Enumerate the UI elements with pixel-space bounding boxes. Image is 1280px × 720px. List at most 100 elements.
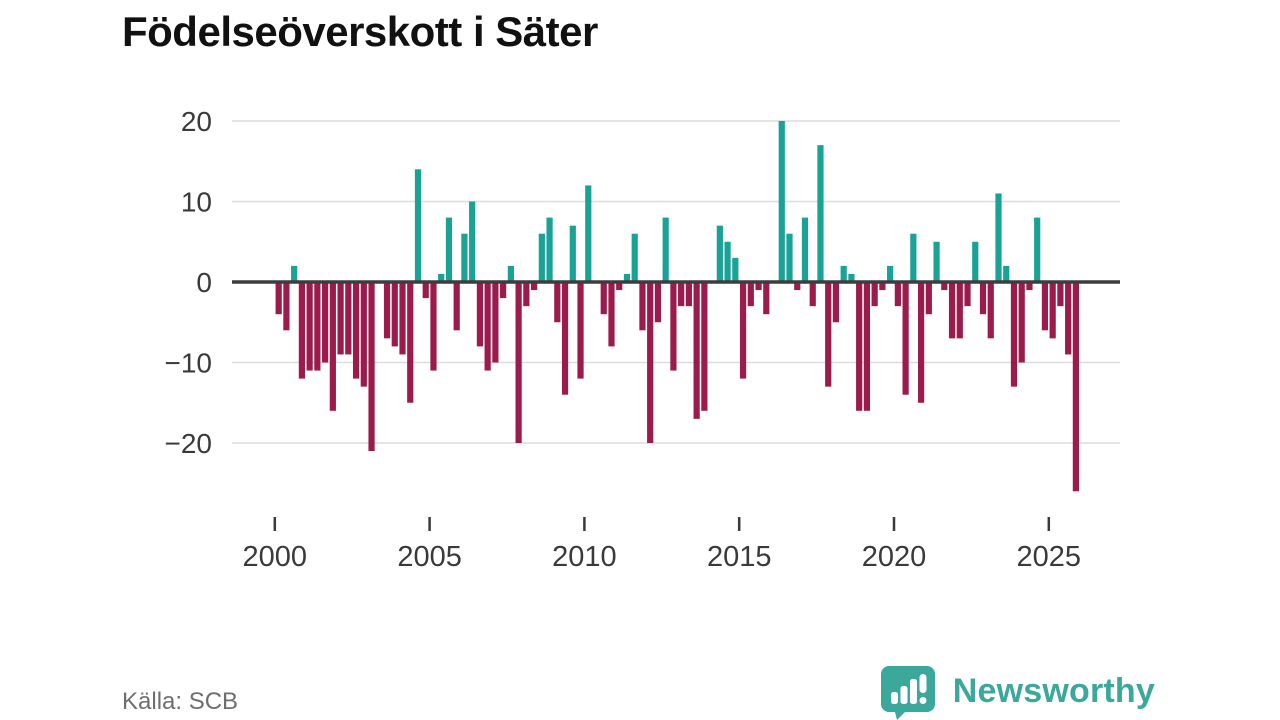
bar-2022Q4 bbox=[979, 282, 987, 315]
bar-2000Q4 bbox=[298, 282, 305, 379]
bar-2025Q1 bbox=[1049, 282, 1056, 339]
bar-2021Q3 bbox=[941, 282, 948, 291]
bar-2013Q3 bbox=[693, 282, 700, 419]
bar-2016Q2 bbox=[778, 121, 785, 282]
bar-2008Q4 bbox=[546, 217, 553, 282]
bar-2022Q3 bbox=[972, 241, 979, 282]
bar-2012Q4 bbox=[670, 282, 677, 371]
bar-2023Q3 bbox=[1003, 265, 1010, 282]
bar-2000Q1 bbox=[275, 282, 282, 315]
bar-2007Q4 bbox=[515, 282, 522, 443]
bar-2008Q2 bbox=[530, 282, 538, 291]
bar-2016Q3 bbox=[786, 233, 793, 282]
bar-2009Q2 bbox=[561, 282, 569, 395]
bar-2021Q4 bbox=[948, 282, 956, 339]
bar-2007Q1 bbox=[492, 282, 499, 363]
bar-2025Q2 bbox=[1057, 282, 1064, 307]
bar-2014Q4 bbox=[732, 257, 739, 282]
bar-2020Q4 bbox=[917, 282, 925, 403]
bar-2001Q2 bbox=[314, 282, 321, 371]
bar-2023Q1 bbox=[987, 282, 994, 339]
bar-2006Q1 bbox=[461, 233, 468, 282]
bar-2010Q4 bbox=[608, 282, 615, 347]
bar-2015Q1 bbox=[739, 282, 747, 379]
bar-2015Q2 bbox=[747, 282, 754, 307]
bar-2014Q2 bbox=[716, 225, 723, 282]
bar-2015Q4 bbox=[763, 282, 770, 315]
bar-2013Q2 bbox=[685, 282, 692, 307]
bar-2002Q3 bbox=[352, 282, 360, 379]
bar-2001Q4 bbox=[329, 282, 336, 411]
y-tick-label-0: 0 bbox=[196, 267, 212, 298]
bar-2017Q4 bbox=[825, 282, 832, 387]
y-tick-label--10: −10 bbox=[165, 348, 213, 379]
bar-2017Q1 bbox=[801, 217, 809, 282]
x-tick-label-2015: 2015 bbox=[707, 541, 772, 573]
bar-2020Q1 bbox=[894, 282, 901, 307]
bar-2012Q2 bbox=[654, 282, 662, 323]
bar-2002Q4 bbox=[360, 282, 367, 387]
bar-2021Q1 bbox=[925, 282, 932, 315]
bar-2004Q3 bbox=[414, 169, 422, 282]
bar-2019Q1 bbox=[863, 282, 871, 411]
bar-2025Q3 bbox=[1065, 282, 1072, 355]
bar-2005Q4 bbox=[453, 282, 460, 331]
bar-2018Q4 bbox=[856, 282, 863, 411]
bar-2009Q4 bbox=[577, 282, 584, 379]
bar-2022Q2 bbox=[964, 282, 971, 307]
x-tick-label-2005: 2005 bbox=[397, 541, 462, 573]
bar-2024Q1 bbox=[1018, 282, 1025, 363]
bar-2011Q2 bbox=[623, 273, 631, 282]
bar-2014Q3 bbox=[724, 241, 731, 282]
bar-2019Q3 bbox=[879, 282, 886, 291]
bar-2006Q4 bbox=[484, 282, 491, 371]
source-note: Källa: SCB bbox=[122, 688, 239, 715]
bar-2003Q1 bbox=[368, 282, 375, 452]
bar-2008Q3 bbox=[538, 233, 545, 282]
bar-2005Q2 bbox=[438, 273, 445, 282]
bar-2002Q1 bbox=[337, 282, 344, 355]
bar-2017Q3 bbox=[817, 145, 824, 282]
bar-2007Q2 bbox=[500, 282, 507, 299]
bar-2020Q3 bbox=[910, 233, 917, 282]
bar-2006Q2 bbox=[469, 201, 476, 282]
bar-2010Q1 bbox=[585, 185, 592, 282]
bar-2003Q3 bbox=[383, 282, 391, 339]
bar-2001Q3 bbox=[322, 282, 329, 363]
bar-2018Q1 bbox=[832, 282, 840, 323]
bar-2019Q4 bbox=[887, 265, 894, 282]
bar-2024Q4 bbox=[1041, 282, 1049, 331]
bar-2004Q1 bbox=[399, 282, 406, 355]
bar-2001Q1 bbox=[306, 282, 313, 371]
bar-2011Q4 bbox=[639, 282, 646, 331]
x-tick-label-2010: 2010 bbox=[552, 541, 617, 573]
bar-2025Q4 bbox=[1072, 282, 1079, 492]
bar-2009Q3 bbox=[569, 225, 576, 282]
y-tick-label--20: −20 bbox=[165, 428, 213, 459]
bar-2007Q3 bbox=[507, 265, 514, 282]
bar-2009Q1 bbox=[554, 282, 561, 323]
newsworthy-logo-icon bbox=[880, 666, 935, 720]
bar-2017Q2 bbox=[809, 282, 816, 307]
brand-name: Newsworthy bbox=[952, 671, 1155, 710]
bar-2023Q2 bbox=[995, 193, 1002, 282]
bar-2002Q2 bbox=[345, 282, 352, 355]
bar-2020Q2 bbox=[902, 282, 909, 395]
bar-2024Q2 bbox=[1026, 282, 1033, 291]
bar-2023Q4 bbox=[1010, 282, 1018, 387]
bar-2018Q3 bbox=[848, 273, 855, 282]
brand-lockup: Newsworthy bbox=[879, 662, 1155, 720]
bar-2000Q3 bbox=[291, 265, 298, 282]
bar-2005Q1 bbox=[430, 282, 437, 371]
x-tick-label-2025: 2025 bbox=[1017, 541, 1082, 573]
bar-2021Q2 bbox=[933, 241, 940, 282]
bar-2005Q3 bbox=[445, 217, 453, 282]
y-tick-label-10: 10 bbox=[181, 187, 212, 218]
bar-2011Q1 bbox=[616, 282, 623, 291]
bar-2015Q3 bbox=[755, 282, 762, 291]
bar-2012Q1 bbox=[647, 282, 654, 443]
bar-2003Q4 bbox=[391, 282, 398, 347]
bar-2019Q2 bbox=[871, 282, 878, 307]
